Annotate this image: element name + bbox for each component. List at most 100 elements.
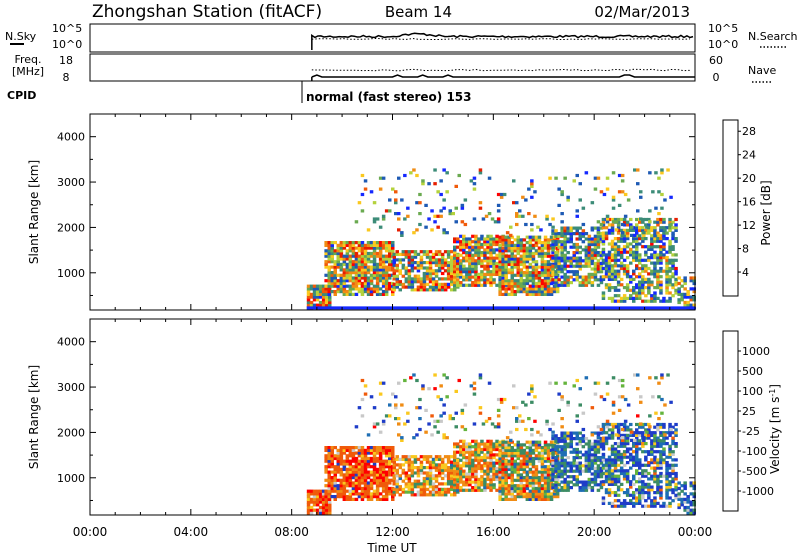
power-cell: [480, 261, 484, 266]
velocity-cell: [428, 468, 433, 472]
velocity-cell: [363, 470, 368, 474]
velocity-cell: [590, 488, 595, 492]
power-cell: [610, 231, 615, 235]
power-cell: [522, 238, 527, 242]
power-cell: [369, 268, 374, 272]
velocity-cell: [530, 387, 534, 391]
velocity-cell: [378, 446, 383, 450]
power-cell: [657, 176, 661, 180]
power-cell: [474, 281, 478, 285]
velocity-cell: [410, 485, 415, 489]
velocity-cell: [489, 450, 493, 454]
power-cell: [516, 279, 520, 283]
velocity-cell: [619, 444, 624, 448]
power-cell: [528, 249, 533, 253]
power-cell: [425, 252, 430, 256]
power-cell: [656, 286, 660, 290]
power-cell: [468, 245, 472, 249]
velocity-cell: [391, 446, 395, 450]
velocity-cell: [489, 445, 493, 449]
power-cell: [566, 259, 570, 263]
velocity-cell: [677, 481, 681, 485]
velocity-cell: [557, 461, 561, 465]
velocity-cell: [360, 446, 365, 450]
velocity-cell: [321, 497, 326, 501]
power-cell: [629, 228, 633, 232]
power-cell: [654, 206, 658, 210]
velocity-cell: [327, 489, 331, 493]
velocity-cell: [498, 473, 502, 477]
velocity-cell: [489, 442, 493, 446]
velocity-cell: [650, 488, 654, 492]
velocity-cell: [342, 481, 347, 485]
velocity-cell: [525, 476, 530, 480]
velocity-cell: [674, 458, 678, 462]
power-cell: [492, 240, 496, 244]
velocity-cell: [336, 456, 340, 461]
power-cell: [404, 255, 409, 259]
power-cell: [513, 249, 517, 253]
velocity-cell: [653, 436, 657, 440]
power-cell: [516, 251, 520, 256]
velocity-cell: [453, 483, 457, 487]
velocity-cell: [501, 447, 505, 452]
power-cell: [327, 273, 331, 277]
power-cell: [540, 241, 545, 245]
velocity-cell: [425, 479, 430, 483]
power-cell: [513, 273, 517, 277]
velocity-cell: [443, 493, 448, 497]
velocity-cell: [412, 373, 416, 377]
power-cell: [554, 270, 558, 274]
velocity-cell: [578, 437, 582, 441]
power-cell: [632, 239, 636, 243]
nsearch-trace: [311, 37, 691, 40]
colorbar-tick-label: 25: [742, 405, 756, 418]
power-cell: [613, 245, 618, 249]
velocity-cell: [395, 482, 399, 486]
velocity-cell: [638, 488, 642, 492]
power-cell: [351, 241, 356, 245]
velocity-cell: [656, 482, 660, 486]
power-cell: [518, 214, 522, 218]
power-cell: [578, 237, 582, 241]
velocity-cell: [468, 450, 472, 454]
velocity-cell: [336, 489, 340, 493]
velocity-cell: [501, 489, 505, 493]
velocity-cell: [530, 384, 534, 388]
power-cell: [653, 286, 657, 290]
power-cell: [540, 292, 545, 296]
power-cell: [635, 294, 639, 298]
power-cell: [437, 277, 442, 281]
velocity-cell: [384, 489, 389, 493]
velocity-cell: [557, 437, 561, 441]
velocity-cell: [540, 448, 545, 452]
velocity-cell: [357, 446, 362, 450]
power-cell: [647, 228, 651, 232]
power-cell: [440, 285, 445, 289]
velocity-cell: [345, 478, 350, 482]
velocity-cell: [328, 508, 332, 512]
power-cell: [546, 292, 551, 296]
velocity-cell: [324, 497, 328, 501]
velocity-cell: [638, 485, 642, 489]
power-cell: [354, 292, 359, 296]
velocity-cell: [450, 468, 454, 472]
velocity-cell: [504, 497, 508, 501]
velocity-cell: [599, 483, 604, 487]
velocity-cell: [345, 448, 350, 452]
power-cell: [605, 214, 610, 218]
velocity-cell: [392, 457, 396, 461]
range-tick-label: 3000: [57, 381, 85, 394]
power-cell: [375, 284, 380, 288]
velocity-cell: [381, 478, 386, 482]
velocity-cell: [375, 451, 380, 455]
velocity-cell: [593, 392, 598, 396]
velocity-cell: [413, 460, 418, 464]
power-cell: [659, 253, 663, 257]
velocity-cell: [378, 454, 383, 458]
power-cell: [407, 263, 412, 267]
power-cell: [578, 234, 582, 238]
velocity-cell: [450, 460, 454, 464]
velocity-cell: [351, 497, 356, 501]
power-cell: [392, 252, 396, 256]
